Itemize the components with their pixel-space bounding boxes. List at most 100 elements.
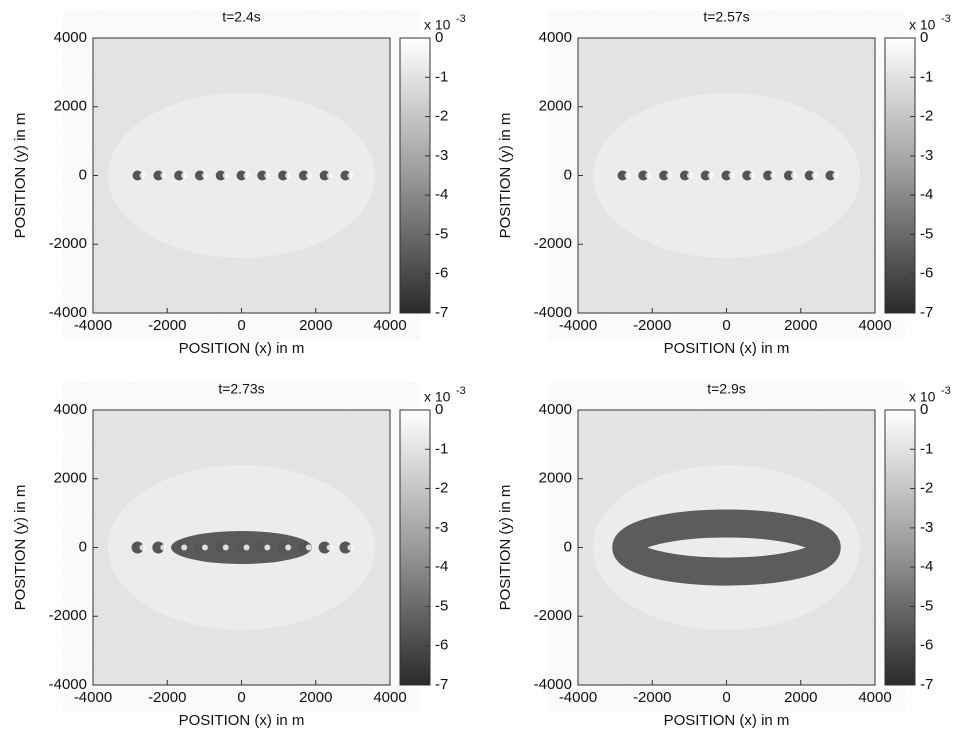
x-tick-label: 4000	[373, 689, 406, 706]
x-axis-label: POSITION (x) in m	[664, 712, 790, 729]
source-halo	[666, 172, 673, 179]
y-tick-label: -2000	[534, 235, 572, 252]
source	[152, 541, 165, 554]
source	[153, 170, 164, 181]
source-halo	[264, 172, 271, 179]
title: t=2.4s	[222, 9, 261, 25]
source	[257, 170, 268, 181]
source-halo	[790, 172, 797, 179]
x-tick-label: -4000	[74, 317, 112, 334]
x-axis-label: POSITION (x) in m	[179, 340, 305, 357]
y-tick-label: -4000	[534, 304, 572, 321]
source-halo	[728, 172, 735, 179]
source	[659, 170, 670, 181]
source-halo	[222, 544, 229, 551]
source-halo	[686, 172, 693, 179]
colorbar-tick-label: -2	[435, 108, 448, 125]
colorbar-tick-label: -4	[920, 186, 933, 203]
source	[638, 170, 649, 181]
source-halo	[707, 172, 714, 179]
source-halo	[305, 172, 312, 179]
y-axis-label: POSITION (y) in m	[12, 113, 29, 239]
y-tick-label: 0	[79, 166, 87, 183]
colorbar-tick-label: -5	[920, 225, 933, 242]
colorbar-tick-label: -3	[920, 519, 933, 536]
source-halo	[624, 172, 631, 179]
x-tick-label: -2000	[633, 317, 671, 334]
y-tick-label: 4000	[539, 29, 572, 46]
colorbar	[884, 37, 916, 314]
x-tick-label: 2000	[784, 317, 817, 334]
y-tick-label: 4000	[54, 29, 87, 46]
y-tick-label: 2000	[539, 98, 572, 115]
source-halo	[201, 544, 208, 551]
source-halo	[832, 172, 839, 179]
ring	[612, 509, 841, 586]
colorbar-multiplier: x 10	[424, 17, 451, 33]
source-halo	[645, 172, 652, 179]
y-tick-label: 0	[564, 538, 572, 555]
source	[804, 170, 815, 181]
colorbar-tick-label: -2	[435, 480, 448, 497]
y-tick-label: 0	[564, 166, 572, 183]
y-tick-label: -4000	[49, 304, 87, 321]
colorbar-tick-label: -6	[435, 637, 448, 654]
source	[340, 170, 351, 181]
y-tick-label: -4000	[534, 676, 572, 693]
colorbar-tick-label: -1	[435, 440, 448, 457]
source	[215, 170, 226, 181]
colorbar-tick-label: 0	[920, 401, 928, 418]
colorbar-tick-label: -3	[435, 147, 448, 164]
colorbar-tick-label: -2	[920, 108, 933, 125]
x-tick-label: -2000	[148, 317, 186, 334]
y-tick-label: -2000	[49, 607, 87, 624]
x-tick-label: 4000	[373, 317, 406, 334]
colorbar-multiplier: x 10	[424, 389, 451, 405]
x-tick-label: 2000	[784, 689, 817, 706]
colorbar-tick-label: 0	[920, 29, 928, 46]
source-halo	[285, 172, 292, 179]
source-halo	[139, 172, 146, 179]
source-halo	[201, 172, 208, 179]
source-halo	[326, 172, 333, 179]
source-halo	[326, 544, 333, 551]
colorbar-exponent: -3	[941, 13, 951, 25]
x-tick-label: -4000	[559, 317, 597, 334]
x-tick-label: 4000	[858, 317, 891, 334]
colorbar-tick-label: -7	[920, 676, 933, 693]
source-halo	[181, 172, 188, 179]
source	[339, 541, 352, 554]
colorbar-exponent: -3	[941, 385, 951, 397]
colorbar	[399, 409, 431, 686]
source	[763, 170, 774, 181]
x-tick-label: 2000	[299, 317, 332, 334]
source-halo	[139, 544, 146, 551]
source	[721, 170, 732, 181]
source-halo	[222, 172, 229, 179]
source-halo	[285, 544, 292, 551]
title: t=2.57s	[703, 9, 749, 25]
colorbar-multiplier: x 10	[909, 389, 936, 405]
source	[174, 170, 185, 181]
y-tick-label: 0	[79, 538, 87, 555]
x-tick-label: 0	[722, 317, 730, 334]
y-tick-label: -4000	[49, 676, 87, 693]
source	[235, 541, 248, 554]
source-halo	[749, 172, 756, 179]
colorbar-tick-label: -5	[435, 225, 448, 242]
x-tick-label: 2000	[299, 689, 332, 706]
source-halo	[347, 544, 354, 551]
source	[277, 541, 290, 554]
title: t=2.73s	[218, 381, 264, 397]
title: t=2.9s	[707, 381, 746, 397]
source	[132, 170, 143, 181]
y-tick-label: -2000	[49, 235, 87, 252]
y-axis-label: POSITION (y) in m	[497, 485, 514, 611]
colorbar-exponent: -3	[456, 385, 466, 397]
x-tick-label: 0	[237, 317, 245, 334]
source	[825, 170, 836, 181]
colorbar	[884, 409, 916, 686]
x-tick-label: -4000	[74, 689, 112, 706]
x-tick-label: -2000	[633, 689, 671, 706]
